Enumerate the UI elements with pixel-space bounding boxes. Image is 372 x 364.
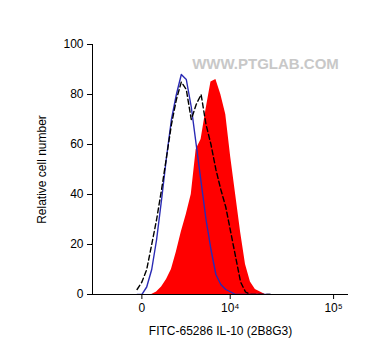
svg-text:Relative cell number: Relative cell number (35, 115, 49, 224)
svg-text:80: 80 (70, 87, 84, 101)
svg-text:10⁴: 10⁴ (221, 301, 240, 315)
svg-text:FITC-65286 IL-10 (2B8G3): FITC-65286 IL-10 (2B8G3) (149, 324, 292, 338)
svg-text:WWW.PTGLAB.COM: WWW.PTGLAB.COM (192, 55, 339, 72)
svg-text:20: 20 (70, 237, 84, 251)
svg-text:10⁵: 10⁵ (324, 301, 342, 315)
svg-text:100: 100 (63, 37, 83, 51)
svg-text:0: 0 (77, 287, 84, 301)
svg-text:40: 40 (70, 187, 84, 201)
svg-text:0: 0 (139, 301, 146, 315)
svg-text:60: 60 (70, 137, 84, 151)
